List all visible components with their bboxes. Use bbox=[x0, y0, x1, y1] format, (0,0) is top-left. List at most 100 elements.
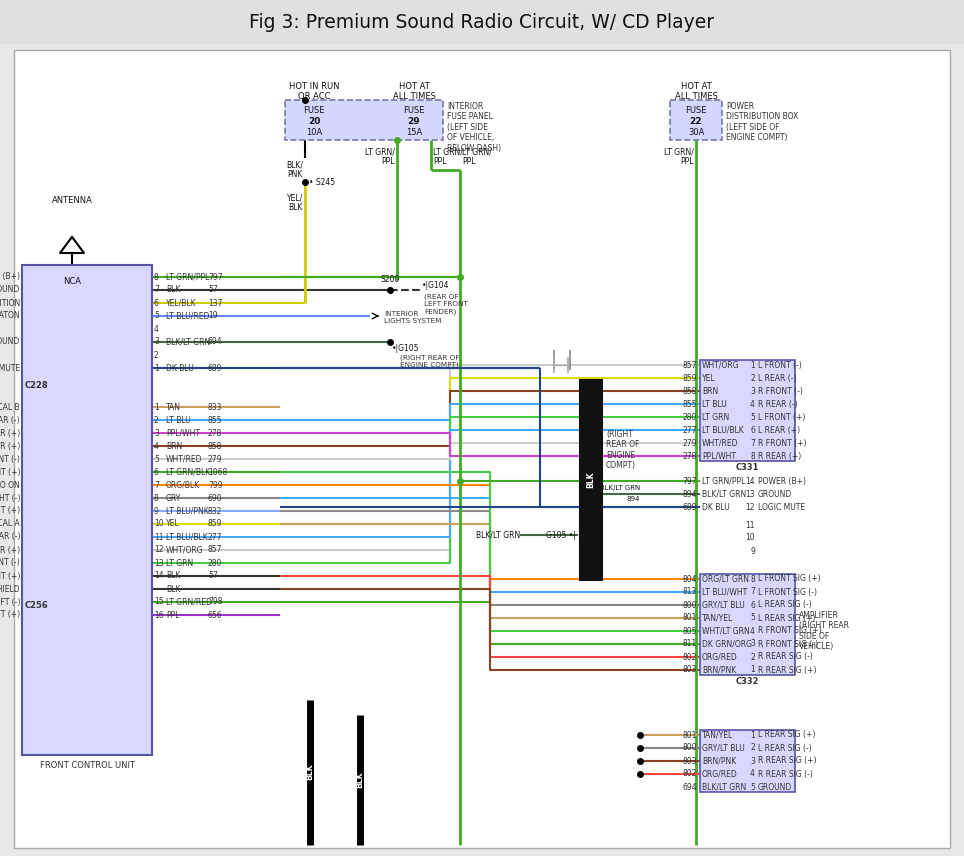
Text: 694: 694 bbox=[683, 782, 697, 792]
Text: PPL: PPL bbox=[382, 157, 395, 165]
Text: WHT/ORG: WHT/ORG bbox=[702, 360, 739, 370]
Text: 802: 802 bbox=[683, 652, 697, 662]
Text: GROUND: GROUND bbox=[0, 286, 20, 294]
Text: FUSE: FUSE bbox=[403, 105, 425, 115]
Text: TAN/YEL: TAN/YEL bbox=[702, 730, 734, 740]
Text: 857: 857 bbox=[208, 545, 223, 555]
Text: GROUND: GROUND bbox=[0, 337, 20, 347]
Text: 8: 8 bbox=[750, 451, 755, 461]
Text: ANTENNA: ANTENNA bbox=[51, 196, 93, 205]
Text: 802: 802 bbox=[683, 770, 697, 778]
Text: YEL/: YEL/ bbox=[286, 193, 303, 203]
Text: L FRONT (-): L FRONT (-) bbox=[0, 558, 20, 568]
Text: L REAR SIG (+): L REAR SIG (+) bbox=[758, 730, 816, 740]
Text: L FRONT (+): L FRONT (+) bbox=[758, 413, 805, 421]
Text: LT BLU: LT BLU bbox=[702, 400, 727, 408]
Text: WHT/RED: WHT/RED bbox=[702, 438, 738, 448]
Text: 16: 16 bbox=[154, 610, 164, 620]
Text: NCA: NCA bbox=[63, 277, 81, 286]
Text: LT GRN/PPL: LT GRN/PPL bbox=[702, 477, 745, 485]
Text: R REAR SIG (+): R REAR SIG (+) bbox=[758, 665, 817, 675]
Text: 13: 13 bbox=[154, 558, 164, 568]
Text: 278: 278 bbox=[683, 451, 697, 461]
Text: 2: 2 bbox=[750, 744, 755, 752]
Text: GROUND: GROUND bbox=[758, 782, 792, 792]
Text: LT BLU: LT BLU bbox=[166, 415, 191, 425]
Text: 277: 277 bbox=[208, 532, 223, 542]
Text: 6: 6 bbox=[750, 425, 755, 435]
Text: 689: 689 bbox=[208, 364, 223, 372]
Text: 1: 1 bbox=[750, 665, 755, 675]
Text: L REAR (+): L REAR (+) bbox=[0, 545, 20, 555]
Text: 8: 8 bbox=[154, 494, 159, 502]
Text: DK BLU: DK BLU bbox=[702, 502, 730, 512]
Text: LT GRN/BLK: LT GRN/BLK bbox=[166, 467, 210, 477]
Text: 19: 19 bbox=[208, 312, 218, 320]
Text: ALL TIMES: ALL TIMES bbox=[675, 92, 717, 100]
Text: R REAR (-): R REAR (-) bbox=[0, 415, 20, 425]
Text: 859: 859 bbox=[208, 520, 223, 528]
Text: ORG/RED: ORG/RED bbox=[702, 652, 737, 662]
Text: 858: 858 bbox=[208, 442, 223, 450]
Text: L REAR (-): L REAR (-) bbox=[0, 532, 20, 542]
Text: 15A: 15A bbox=[406, 128, 422, 136]
Text: LOGIC MUTE: LOGIC MUTE bbox=[0, 364, 20, 372]
Text: BLK/LT GRN: BLK/LT GRN bbox=[166, 337, 210, 347]
Text: ALL TIMES: ALL TIMES bbox=[392, 92, 436, 100]
Text: 22: 22 bbox=[690, 116, 702, 126]
Text: L REAR SIG (+): L REAR SIG (+) bbox=[758, 614, 816, 622]
Bar bbox=[580, 380, 602, 580]
Text: 6: 6 bbox=[750, 601, 755, 609]
Text: TAN: TAN bbox=[166, 402, 181, 412]
Text: BRN/PNK: BRN/PNK bbox=[702, 757, 736, 765]
Text: 855: 855 bbox=[683, 400, 697, 408]
Text: GRY: GRY bbox=[166, 494, 181, 502]
Text: PPL/WHT: PPL/WHT bbox=[166, 429, 200, 437]
Text: POWER (B+): POWER (B+) bbox=[758, 477, 806, 485]
Text: 3: 3 bbox=[154, 337, 159, 347]
Text: 9: 9 bbox=[154, 507, 159, 515]
Text: R FRONT (+): R FRONT (+) bbox=[758, 438, 807, 448]
Text: PPL: PPL bbox=[166, 610, 179, 620]
Text: DK BLU: DK BLU bbox=[166, 364, 194, 372]
Text: YEL: YEL bbox=[166, 520, 179, 528]
Text: 4: 4 bbox=[750, 400, 755, 408]
Text: 833: 833 bbox=[208, 402, 223, 412]
Text: 7: 7 bbox=[750, 587, 755, 597]
Text: ORG/LT GRN: ORG/LT GRN bbox=[702, 574, 749, 584]
Text: LT GRN/PPL: LT GRN/PPL bbox=[166, 272, 209, 282]
Text: 656: 656 bbox=[208, 610, 223, 620]
Text: 279: 279 bbox=[208, 455, 223, 463]
Bar bbox=[285, 100, 443, 140]
Text: 3: 3 bbox=[154, 429, 159, 437]
Bar bbox=[670, 100, 722, 140]
Text: C331: C331 bbox=[736, 463, 760, 472]
Text: BLK: BLK bbox=[356, 772, 364, 788]
Text: POWER (B+): POWER (B+) bbox=[0, 272, 20, 282]
Text: INTERIOR
LIGHTS SYSTEM: INTERIOR LIGHTS SYSTEM bbox=[384, 311, 442, 324]
Text: ORG/BLK: ORG/BLK bbox=[166, 480, 201, 490]
Text: 1: 1 bbox=[750, 360, 755, 370]
Text: 4: 4 bbox=[750, 627, 755, 635]
Text: OR ACC: OR ACC bbox=[298, 92, 331, 100]
Text: AUDIO ON: AUDIO ON bbox=[0, 480, 20, 490]
Text: 813: 813 bbox=[683, 587, 697, 597]
Text: SHIELD: SHIELD bbox=[0, 585, 20, 593]
Text: LT GRN: LT GRN bbox=[702, 413, 729, 421]
Text: LT GRN/: LT GRN/ bbox=[462, 147, 492, 157]
Text: 859: 859 bbox=[683, 373, 697, 383]
Text: 801: 801 bbox=[683, 614, 697, 622]
Text: 689: 689 bbox=[683, 502, 697, 512]
Bar bbox=[700, 360, 795, 461]
Text: 805: 805 bbox=[683, 627, 697, 635]
Text: 1: 1 bbox=[154, 364, 159, 372]
Text: 694: 694 bbox=[208, 337, 223, 347]
Text: 832: 832 bbox=[208, 507, 223, 515]
Text: R FRONT (-): R FRONT (-) bbox=[0, 455, 20, 463]
Text: 797: 797 bbox=[683, 477, 697, 485]
Text: R REAR (+): R REAR (+) bbox=[758, 451, 801, 461]
Text: HOT IN RUN: HOT IN RUN bbox=[289, 81, 339, 91]
Text: S200: S200 bbox=[381, 275, 400, 284]
Text: 10: 10 bbox=[154, 520, 164, 528]
Text: WHT/ORG: WHT/ORG bbox=[166, 545, 203, 555]
